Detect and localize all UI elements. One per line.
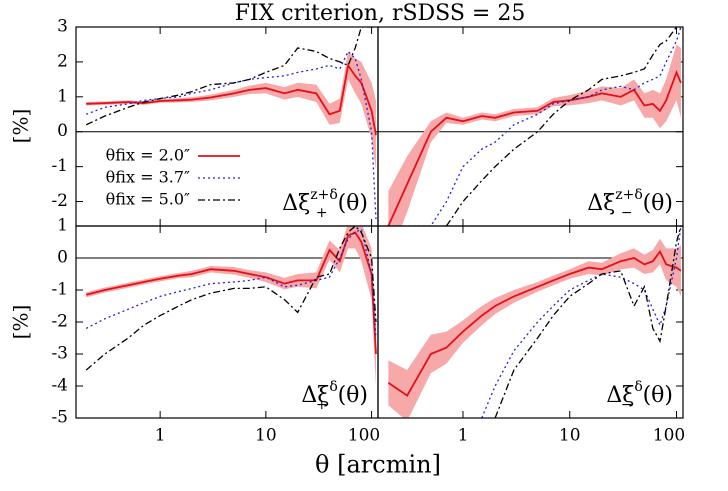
plot-area	[378, 27, 683, 226]
chart-title: FIX criterion, rSDSS = 25	[235, 1, 526, 26]
label-base: Δξ	[301, 383, 329, 408]
label-base: Δξ	[587, 191, 615, 216]
label-arg: (θ)	[338, 383, 368, 408]
y-tick-label: -1	[51, 156, 68, 176]
x-axis-label: θ [arcmin]	[315, 451, 441, 479]
panel-label: Δξz+δ + (θ)	[282, 187, 368, 221]
label-sub: +	[316, 205, 328, 221]
series-line	[85, 27, 376, 126]
label-sup: δ	[634, 379, 642, 395]
label-arg: (θ)	[338, 191, 368, 216]
plot-area	[76, 27, 378, 220]
y-tick-label: -3	[51, 344, 68, 364]
series-line	[86, 63, 377, 136]
series-line	[445, 27, 681, 226]
x-tick-label: 100	[348, 426, 380, 446]
panel-label: Δξδ + (θ)	[301, 379, 368, 413]
x-tick-label: 10	[255, 426, 277, 446]
label-sub: −	[621, 205, 633, 221]
y-tick-label: 1	[57, 216, 68, 236]
y-tick-label: -4	[51, 376, 68, 396]
legend-label: θfix = 3.7″	[106, 168, 190, 187]
y-tick-label: -2	[51, 312, 68, 332]
error-band	[86, 226, 376, 386]
y-tick-label: -2	[51, 191, 68, 211]
label-arg: (θ)	[643, 191, 673, 216]
label-sub: −	[621, 397, 633, 413]
x-tick-label: 10	[559, 426, 581, 446]
legend-label: θfix = 2.0″	[106, 146, 190, 165]
label-sup: z+δ	[310, 187, 338, 203]
plot-area	[76, 226, 378, 386]
label-sup: δ	[329, 379, 337, 395]
panel-label: Δξδ − (θ)	[606, 379, 673, 413]
x-tick-label: 100	[653, 426, 685, 446]
label-arg: (θ)	[643, 383, 673, 408]
y-tick-label: 2	[57, 51, 68, 71]
panel-frame	[377, 225, 684, 419]
y-tick-label: -5	[51, 408, 68, 428]
series-line	[387, 69, 682, 226]
y-tick-label: 0	[57, 248, 68, 268]
label-sup: z+δ	[615, 187, 643, 203]
error-band	[86, 51, 376, 171]
legend-label: θfix = 5.0″	[106, 190, 190, 209]
panel-label: Δξz+δ − (θ)	[587, 187, 673, 221]
y-axis-label: [%]	[9, 305, 33, 340]
plot-area	[378, 226, 683, 418]
series-line	[387, 249, 682, 397]
y-tick-label: 1	[57, 86, 68, 106]
label-base: Δξ	[282, 191, 310, 216]
series-line	[86, 231, 377, 355]
x-tick-label: 1	[458, 426, 469, 446]
y-tick-label: 0	[57, 121, 68, 141]
series-line	[85, 226, 377, 371]
y-tick-label: 3	[57, 17, 68, 37]
y-tick-label: -1	[51, 280, 68, 300]
series-line	[494, 226, 682, 418]
error-band	[388, 44, 681, 226]
series-line	[86, 50, 377, 220]
label-base: Δξ	[606, 383, 634, 408]
error-band	[388, 238, 681, 418]
x-tick-label: 1	[155, 426, 166, 446]
y-axis-label: [%]	[9, 109, 33, 144]
label-sub: +	[316, 397, 328, 413]
